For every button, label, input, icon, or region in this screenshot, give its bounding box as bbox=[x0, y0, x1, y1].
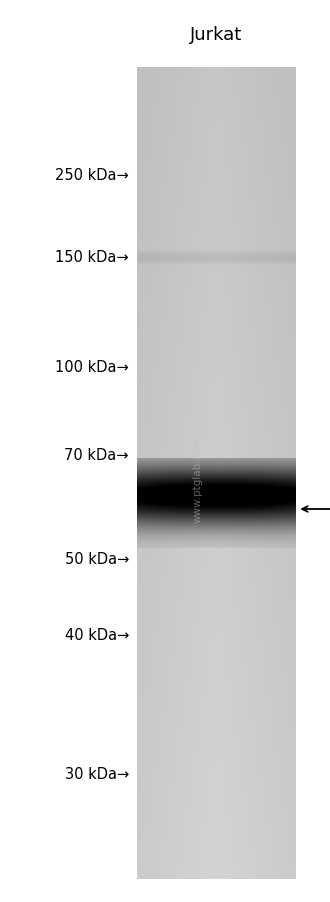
Text: Jurkat: Jurkat bbox=[190, 26, 242, 44]
Text: 150 kDa→: 150 kDa→ bbox=[55, 250, 129, 265]
Text: www.ptglab.com: www.ptglab.com bbox=[192, 436, 202, 523]
Text: 100 kDa→: 100 kDa→ bbox=[55, 360, 129, 375]
Text: 70 kDa→: 70 kDa→ bbox=[64, 447, 129, 462]
Text: 250 kDa→: 250 kDa→ bbox=[55, 167, 129, 182]
Text: 50 kDa→: 50 kDa→ bbox=[65, 552, 129, 566]
Text: 40 kDa→: 40 kDa→ bbox=[65, 627, 129, 642]
Text: 30 kDa→: 30 kDa→ bbox=[65, 767, 129, 782]
